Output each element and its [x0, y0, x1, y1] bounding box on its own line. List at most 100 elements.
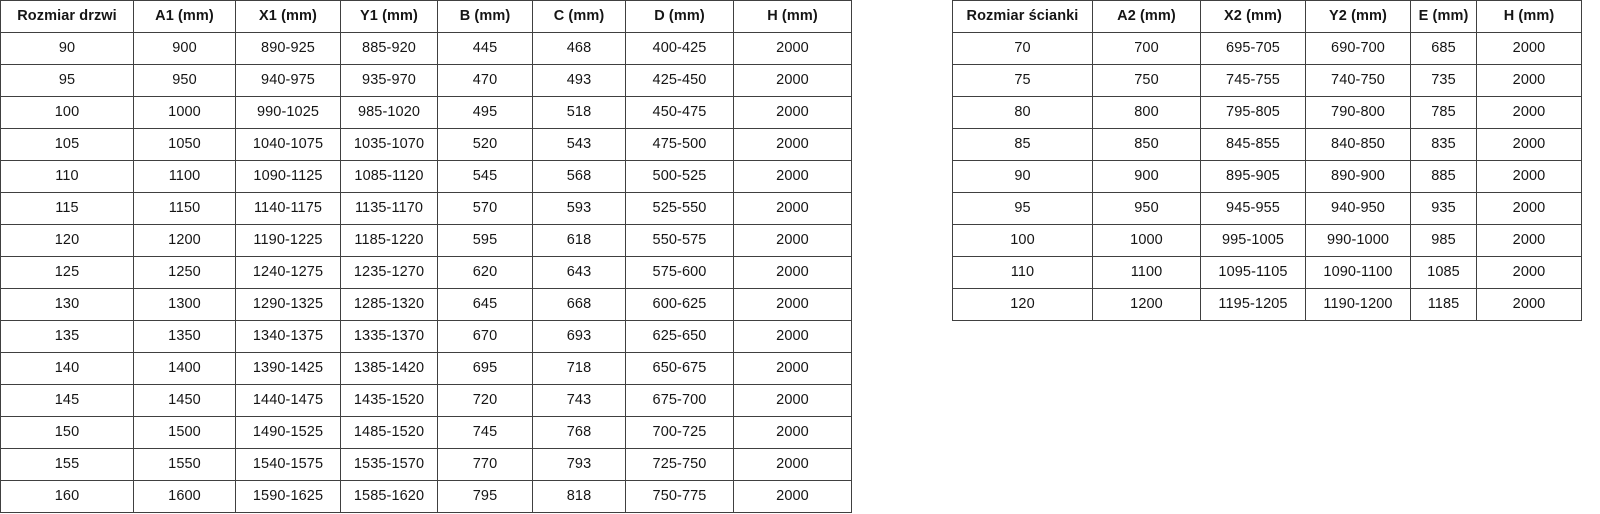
table-cell: 525-550 — [625, 192, 734, 225]
column-header-wall-4: E (mm) — [1410, 0, 1477, 33]
row-size-cell: 100 — [952, 224, 1093, 257]
row-size-cell: 100 — [0, 96, 134, 129]
table-cell: 2000 — [1476, 160, 1582, 193]
table-cell: 795-805 — [1200, 96, 1306, 129]
table-cell: 2000 — [1476, 192, 1582, 225]
row-size-cell: 155 — [0, 448, 134, 481]
table-cell: 1090-1100 — [1305, 256, 1411, 289]
table-cell: 1500 — [133, 416, 236, 449]
table-cell: 675-700 — [625, 384, 734, 417]
table-cell: 645 — [437, 288, 533, 321]
table-cell: 650-675 — [625, 352, 734, 385]
column-header-wall-2: X2 (mm) — [1200, 0, 1306, 33]
table-cell: 940-975 — [235, 64, 341, 97]
table-cell: 1185-1220 — [340, 224, 438, 257]
table-cell: 2000 — [733, 192, 852, 225]
column-header-door-3: Y1 (mm) — [340, 0, 438, 33]
table-cell: 1040-1075 — [235, 128, 341, 161]
table-row: 130 1300 1290-1325 1285-1320 645 668 600-625 20… — [0, 288, 852, 321]
row-size-cell: 110 — [952, 256, 1093, 289]
table-cell: 745-755 — [1200, 64, 1306, 97]
table-cell: 400-425 — [625, 32, 734, 65]
table-cell: 2000 — [1476, 288, 1582, 321]
table-row: 100 1000 990-1025 985-1020 495 518 450-475 2000 — [0, 96, 852, 129]
table-cell: 900 — [1092, 160, 1201, 193]
table-cell: 800 — [1092, 96, 1201, 129]
table-row: 160 1600 1590-1625 1585-1620 795 818 750-775 20… — [0, 480, 852, 513]
table-cell: 695 — [437, 352, 533, 385]
table-row: 85 850 845-855 840-850 835 2000 — [952, 128, 1582, 161]
table-cell: 520 — [437, 128, 533, 161]
table-cell: 1300 — [133, 288, 236, 321]
table-cell: 1000 — [1092, 224, 1201, 257]
table-row: 110 1100 1095-1105 1090-1100 1085 2000 — [952, 256, 1582, 289]
table-row: 95 950 945-955 940-950 935 2000 — [952, 192, 1582, 225]
table-cell: 718 — [532, 352, 626, 385]
table-cell: 468 — [532, 32, 626, 65]
table-cell: 750-775 — [625, 480, 734, 513]
table-cell: 1250 — [133, 256, 236, 289]
table-cell: 2000 — [1476, 96, 1582, 129]
table-cell: 890-900 — [1305, 160, 1411, 193]
table-cell: 1190-1200 — [1305, 288, 1411, 321]
table-cell: 620 — [437, 256, 533, 289]
table-cell: 745 — [437, 416, 533, 449]
table-cell: 1590-1625 — [235, 480, 341, 513]
table-cell: 1190-1225 — [235, 224, 341, 257]
table-cell: 1090-1125 — [235, 160, 341, 193]
table-cell: 985 — [1410, 224, 1477, 257]
column-header-door-0: Rozmiar drzwi — [0, 0, 134, 33]
column-header-door-2: X1 (mm) — [235, 0, 341, 33]
table-cell: 575-600 — [625, 256, 734, 289]
table-cell: 690-700 — [1305, 32, 1411, 65]
table-cell: 693 — [532, 320, 626, 353]
table-cell: 2000 — [733, 32, 852, 65]
table-row: 75 750 745-755 740-750 735 2000 — [952, 64, 1582, 97]
table-cell: 518 — [532, 96, 626, 129]
table-cell: 2000 — [733, 384, 852, 417]
table-cell: 668 — [532, 288, 626, 321]
table-cell: 1140-1175 — [235, 192, 341, 225]
table-row: 135 1350 1340-1375 1335-1370 670 693 625-650 20… — [0, 320, 852, 353]
table-cell: 1240-1275 — [235, 256, 341, 289]
table-cell: 1600 — [133, 480, 236, 513]
table-cell: 945-955 — [1200, 192, 1306, 225]
table-cell: 1200 — [1092, 288, 1201, 321]
table-cell: 595 — [437, 224, 533, 257]
table-row: 145 1450 1440-1475 1435-1520 720 743 675-700 20… — [0, 384, 852, 417]
table-cell: 950 — [1092, 192, 1201, 225]
table-cell: 1350 — [133, 320, 236, 353]
table-cell: 545 — [437, 160, 533, 193]
table-cell: 643 — [532, 256, 626, 289]
table-cell: 1540-1575 — [235, 448, 341, 481]
table-cell: 840-850 — [1305, 128, 1411, 161]
door-dimensions-table: Rozmiar drzwi A1 (mm) X1 (mm) Y1 (mm) B (mm)… — [0, 0, 852, 513]
table-cell: 618 — [532, 224, 626, 257]
table-row: 110 1100 1090-1125 1085-1120 545 568 500-525 20… — [0, 160, 852, 193]
table-row: 90 900 895-905 890-900 885 2000 — [952, 160, 1582, 193]
table-cell: 1085-1120 — [340, 160, 438, 193]
table-cell: 1550 — [133, 448, 236, 481]
table-cell: 2000 — [1476, 256, 1582, 289]
table-cell: 935 — [1410, 192, 1477, 225]
table-cell: 670 — [437, 320, 533, 353]
table-cell: 835 — [1410, 128, 1477, 161]
table-cell: 495 — [437, 96, 533, 129]
table-cell: 2000 — [733, 288, 852, 321]
table-row: 80 800 795-805 790-800 785 2000 — [952, 96, 1582, 129]
table-cell: 2000 — [733, 320, 852, 353]
table-cell: 1585-1620 — [340, 480, 438, 513]
table-header-row: Rozmiar ścianki A2 (mm) X2 (mm) Y2 (mm) E (m… — [952, 0, 1582, 33]
table-cell: 550-575 — [625, 224, 734, 257]
row-size-cell: 135 — [0, 320, 134, 353]
table-row: 120 1200 1195-1205 1190-1200 1185 2000 — [952, 288, 1582, 321]
table-cell: 2000 — [733, 352, 852, 385]
table-cell: 2000 — [1476, 128, 1582, 161]
table-cell: 1335-1370 — [340, 320, 438, 353]
table-cell: 1385-1420 — [340, 352, 438, 385]
table-cell: 735 — [1410, 64, 1477, 97]
table-cell: 1150 — [133, 192, 236, 225]
table-cell: 990-1000 — [1305, 224, 1411, 257]
row-size-cell: 115 — [0, 192, 134, 225]
table-cell: 725-750 — [625, 448, 734, 481]
